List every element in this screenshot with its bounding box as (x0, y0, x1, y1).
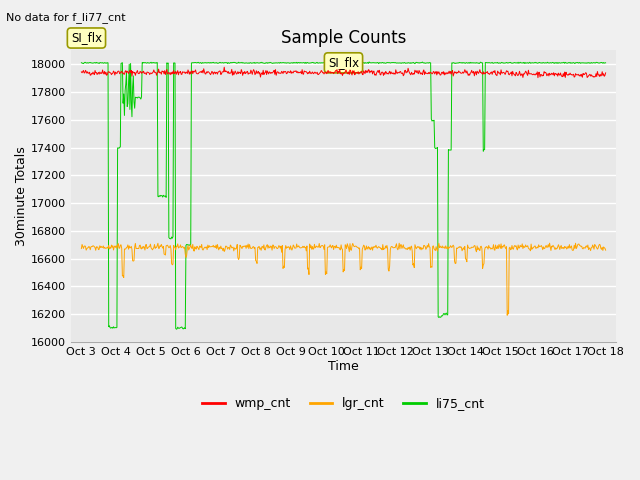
Text: SI_flx: SI_flx (71, 32, 102, 45)
X-axis label: Time: Time (328, 360, 359, 372)
Y-axis label: 30minute Totals: 30minute Totals (15, 146, 28, 246)
Legend: wmp_cnt, lgr_cnt, li75_cnt: wmp_cnt, lgr_cnt, li75_cnt (197, 392, 490, 415)
Title: Sample Counts: Sample Counts (281, 29, 406, 48)
Text: No data for f_li77_cnt: No data for f_li77_cnt (6, 12, 126, 23)
Text: SI_flx: SI_flx (328, 56, 359, 69)
